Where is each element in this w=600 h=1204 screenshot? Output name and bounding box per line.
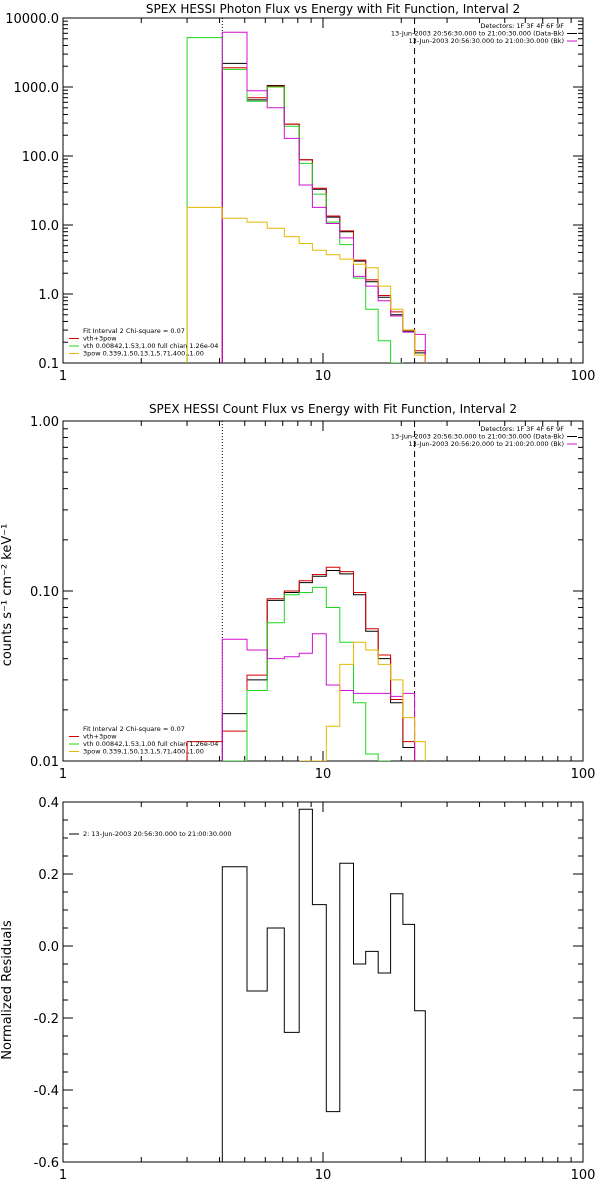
series-line-1 bbox=[186, 566, 416, 761]
y-axis-label: counts s⁻¹ cm⁻² keV⁻¹ bbox=[0, 524, 15, 667]
residuals-panel: Normalized Residuals 1 10 100 -0.6 -0.4 -0.2 0… bbox=[0, 796, 595, 1183]
y-tick-label: -0.6 bbox=[34, 1156, 59, 1171]
x-tick-label: 10 bbox=[315, 767, 332, 782]
legend-entry: 13-Jun-2003 20:56:20.000 to 21:00:20.000… bbox=[409, 440, 564, 448]
count-flux-panel: SPEX HESSI Count Flux vs Energy with Fit… bbox=[0, 402, 595, 782]
y-tick-label: 1.00 bbox=[30, 415, 59, 430]
legend-entry: Fit Interval 2 Chi-square = 0.07 bbox=[83, 725, 185, 733]
legend-entry: 2: 13-Jun-2003 20:56:30.000 to 21:00:30.… bbox=[83, 830, 231, 838]
x-tick-label: 100 bbox=[571, 369, 596, 384]
x-tick-label: 10 bbox=[315, 369, 332, 384]
series-line-3 bbox=[221, 633, 416, 761]
legend-entry: Fit Interval 2 Chi-square = 0.07 bbox=[83, 327, 185, 335]
legend-entry: vth 0.00842,1.53,1.00 full chian 1.26e-0… bbox=[83, 740, 218, 748]
legend-entry: 13-Jun-2003 20:56:30.000 to 21:00:30.000… bbox=[391, 30, 564, 38]
series-line-4 bbox=[299, 641, 426, 761]
legend-entry: 3pow 0.339,1.50,13.1,5.71,400.,1.00 bbox=[83, 350, 204, 358]
x-tick-label: 100 bbox=[571, 1168, 596, 1183]
series-line-4 bbox=[186, 206, 426, 363]
legend-entry: 13-Jun-2003 20:56:30.000 to 21:00:30.000… bbox=[409, 37, 564, 45]
y-tick-label: 1000.0 bbox=[14, 81, 60, 96]
legend-entry: 13-Jun-2003 20:56:30.000 to 21:00:30.000… bbox=[391, 433, 564, 441]
photon-flux-panel: SPEX HESSI Photon Flux vs Energy with Fi… bbox=[5, 2, 595, 384]
legend-entry: vth+3pow bbox=[83, 733, 117, 741]
y-tick-label: 1.0 bbox=[38, 288, 59, 303]
y-tick-label: -0.2 bbox=[34, 1012, 59, 1027]
x-tick-label: 10 bbox=[315, 1168, 332, 1183]
y-tick-label: 0.1 bbox=[38, 357, 59, 372]
legend-entry: 3pow 0.339,1.50,13.1,5.71,400.,1.00 bbox=[83, 748, 204, 756]
series-line-2 bbox=[186, 37, 403, 363]
y-tick-label: 0.4 bbox=[38, 796, 59, 811]
y-axis-label: Normalized Residuals bbox=[0, 920, 15, 1060]
legend-entry: Detectors: 1F 3F 4F 6F 9F bbox=[480, 22, 564, 30]
legend-entry: Detectors: 1F 3F 4F 6F 9F bbox=[480, 425, 564, 433]
plot-frame bbox=[62, 801, 584, 1163]
legend-entry: vth 0.00842,1.53,1.00 full chian 1.26e-0… bbox=[83, 342, 218, 350]
y-tick-label: 0.10 bbox=[30, 585, 59, 600]
y-tick-label: 10.0 bbox=[30, 219, 59, 234]
y-tick-label: -0.4 bbox=[34, 1084, 59, 1099]
x-tick-label: 1 bbox=[59, 1168, 67, 1183]
y-tick-label: 10000.0 bbox=[5, 12, 59, 27]
y-tick-label: 0.2 bbox=[38, 868, 59, 883]
x-tick-label: 1 bbox=[59, 369, 67, 384]
series-line-3 bbox=[221, 31, 426, 363]
plot-frame bbox=[62, 17, 584, 364]
panel-title: SPEX HESSI Count Flux vs Energy with Fit… bbox=[149, 402, 517, 416]
legend-entry: vth+3pow bbox=[83, 335, 117, 343]
series-line-0 bbox=[221, 62, 426, 363]
plot-frame bbox=[62, 420, 584, 762]
x-tick-label: 1 bbox=[59, 767, 67, 782]
series-line-1 bbox=[221, 67, 426, 363]
y-tick-label: 100.0 bbox=[22, 150, 59, 165]
series-line-0 bbox=[221, 570, 416, 761]
x-tick-label: 100 bbox=[571, 767, 596, 782]
y-tick-label: 0.01 bbox=[30, 755, 59, 770]
series-line-0 bbox=[221, 808, 426, 1162]
y-tick-label: 0.0 bbox=[38, 940, 59, 955]
panel-title: SPEX HESSI Photon Flux vs Energy with Fi… bbox=[146, 2, 520, 16]
